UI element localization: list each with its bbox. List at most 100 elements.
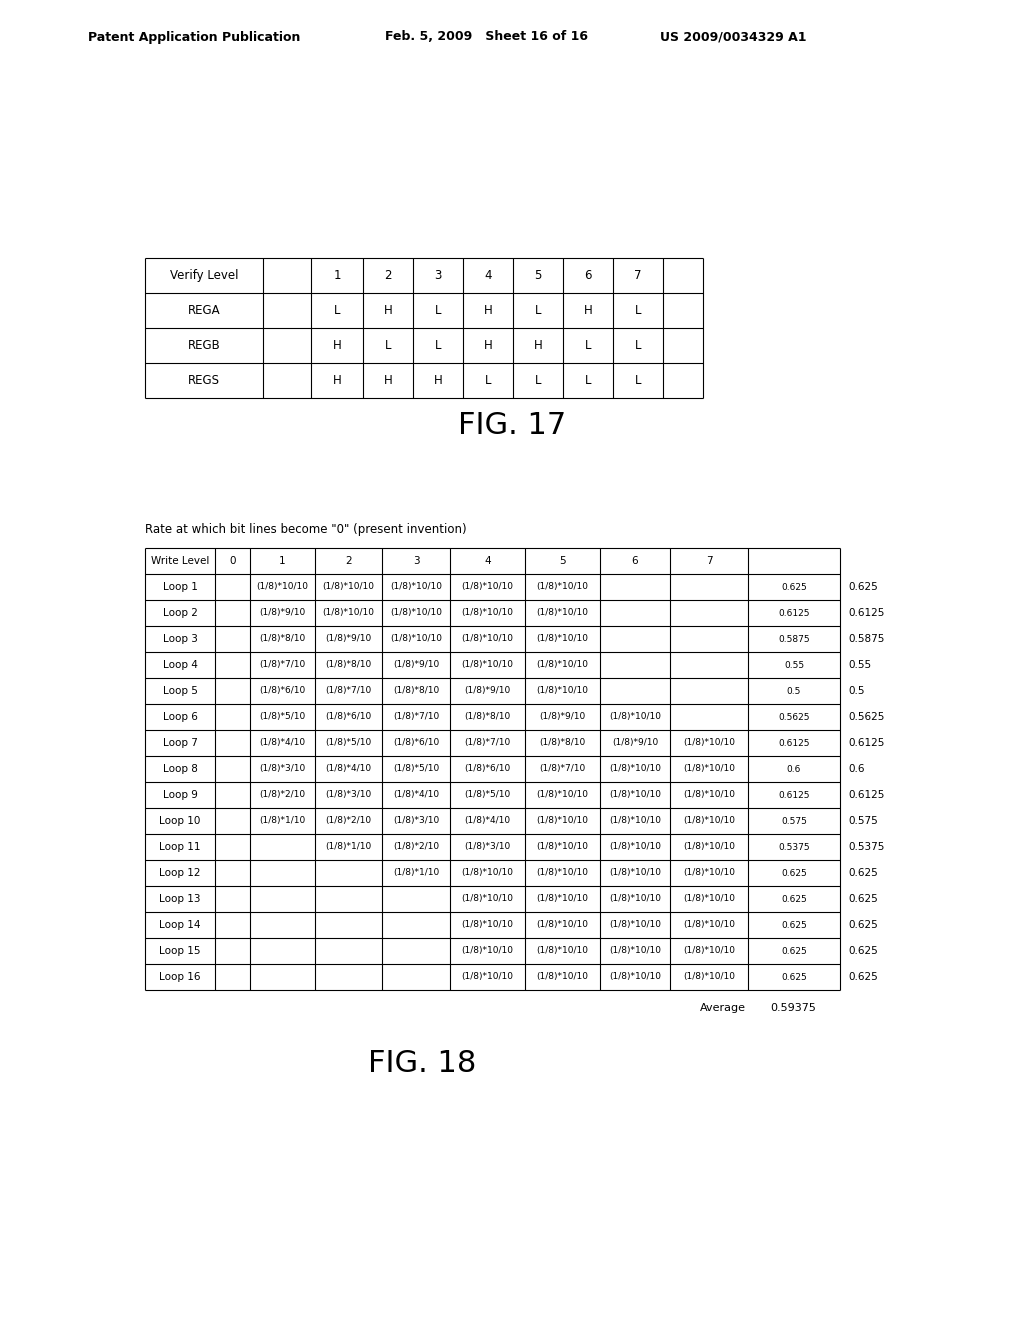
Text: 0.625: 0.625 (781, 920, 807, 929)
Text: 0.5375: 0.5375 (848, 842, 885, 851)
Text: (1/8)*7/10: (1/8)*7/10 (464, 738, 511, 747)
Text: Loop 6: Loop 6 (163, 711, 198, 722)
Text: Average: Average (700, 1003, 746, 1012)
Text: (1/8)*10/10: (1/8)*10/10 (462, 582, 513, 591)
Text: L: L (484, 374, 492, 387)
Text: (1/8)*10/10: (1/8)*10/10 (323, 582, 375, 591)
Text: Rate at which bit lines become "0" (present invention): Rate at which bit lines become "0" (pres… (145, 524, 467, 536)
Text: (1/8)*10/10: (1/8)*10/10 (390, 582, 442, 591)
Text: (1/8)*10/10: (1/8)*10/10 (462, 660, 513, 669)
Text: 0.625: 0.625 (781, 946, 807, 956)
Text: H: H (333, 339, 341, 352)
Text: (1/8)*9/10: (1/8)*9/10 (393, 660, 439, 669)
Text: (1/8)*10/10: (1/8)*10/10 (683, 973, 735, 982)
Text: (1/8)*10/10: (1/8)*10/10 (609, 920, 662, 929)
Text: (1/8)*10/10: (1/8)*10/10 (537, 660, 589, 669)
Text: 0.5875: 0.5875 (848, 634, 885, 644)
Text: Loop 11: Loop 11 (160, 842, 201, 851)
Text: 3: 3 (413, 556, 419, 566)
Text: (1/8)*10/10: (1/8)*10/10 (609, 713, 662, 722)
Text: (1/8)*10/10: (1/8)*10/10 (537, 920, 589, 929)
Text: (1/8)*10/10: (1/8)*10/10 (323, 609, 375, 618)
Text: (1/8)*7/10: (1/8)*7/10 (326, 686, 372, 696)
Text: L: L (535, 304, 542, 317)
Text: 0: 0 (229, 556, 236, 566)
Text: (1/8)*10/10: (1/8)*10/10 (683, 842, 735, 851)
Text: H: H (333, 374, 341, 387)
Text: H: H (384, 374, 392, 387)
Text: (1/8)*10/10: (1/8)*10/10 (462, 609, 513, 618)
Text: 6: 6 (585, 269, 592, 282)
Text: US 2009/0034329 A1: US 2009/0034329 A1 (660, 30, 807, 44)
Text: Verify Level: Verify Level (170, 269, 239, 282)
Text: (1/8)*6/10: (1/8)*6/10 (464, 764, 511, 774)
Text: 0.6125: 0.6125 (778, 791, 810, 800)
Text: (1/8)*10/10: (1/8)*10/10 (537, 791, 589, 800)
Text: 0.6125: 0.6125 (778, 609, 810, 618)
Text: (1/8)*8/10: (1/8)*8/10 (540, 738, 586, 747)
Text: (1/8)*5/10: (1/8)*5/10 (326, 738, 372, 747)
Text: Loop 9: Loop 9 (163, 789, 198, 800)
Text: (1/8)*10/10: (1/8)*10/10 (609, 842, 662, 851)
Text: 0.5: 0.5 (786, 686, 801, 696)
Text: (1/8)*10/10: (1/8)*10/10 (256, 582, 308, 591)
Text: 5: 5 (535, 269, 542, 282)
Text: (1/8)*4/10: (1/8)*4/10 (259, 738, 305, 747)
Text: 0.5375: 0.5375 (778, 842, 810, 851)
Text: Loop 16: Loop 16 (160, 972, 201, 982)
Text: Loop 2: Loop 2 (163, 609, 198, 618)
Text: (1/8)*4/10: (1/8)*4/10 (326, 764, 372, 774)
Text: H: H (433, 374, 442, 387)
Text: (1/8)*9/10: (1/8)*9/10 (540, 713, 586, 722)
Text: (1/8)*10/10: (1/8)*10/10 (537, 635, 589, 644)
Text: (1/8)*10/10: (1/8)*10/10 (609, 764, 662, 774)
Text: 0.625: 0.625 (781, 869, 807, 878)
Text: (1/8)*10/10: (1/8)*10/10 (683, 946, 735, 956)
Text: 0.625: 0.625 (781, 582, 807, 591)
Text: (1/8)*6/10: (1/8)*6/10 (393, 738, 439, 747)
Text: (1/8)*10/10: (1/8)*10/10 (462, 635, 513, 644)
Text: 0.625: 0.625 (848, 920, 878, 931)
Text: (1/8)*8/10: (1/8)*8/10 (464, 713, 511, 722)
Text: (1/8)*10/10: (1/8)*10/10 (537, 817, 589, 825)
Text: (1/8)*5/10: (1/8)*5/10 (259, 713, 305, 722)
Text: Patent Application Publication: Patent Application Publication (88, 30, 300, 44)
Text: (1/8)*4/10: (1/8)*4/10 (465, 817, 511, 825)
Text: 0.5875: 0.5875 (778, 635, 810, 644)
Text: (1/8)*4/10: (1/8)*4/10 (393, 791, 439, 800)
Text: (1/8)*10/10: (1/8)*10/10 (462, 946, 513, 956)
Text: REGS: REGS (188, 374, 220, 387)
Text: 0.575: 0.575 (781, 817, 807, 825)
Text: 0.575: 0.575 (848, 816, 878, 826)
Text: (1/8)*3/10: (1/8)*3/10 (326, 791, 372, 800)
Text: (1/8)*7/10: (1/8)*7/10 (540, 764, 586, 774)
Text: (1/8)*9/10: (1/8)*9/10 (326, 635, 372, 644)
Text: 1: 1 (333, 269, 341, 282)
Text: (1/8)*10/10: (1/8)*10/10 (537, 895, 589, 903)
Text: (1/8)*10/10: (1/8)*10/10 (609, 791, 662, 800)
Text: (1/8)*10/10: (1/8)*10/10 (537, 609, 589, 618)
Text: 1: 1 (280, 556, 286, 566)
Text: 2: 2 (345, 556, 352, 566)
Text: (1/8)*5/10: (1/8)*5/10 (464, 791, 511, 800)
Text: (1/8)*10/10: (1/8)*10/10 (537, 973, 589, 982)
Text: (1/8)*10/10: (1/8)*10/10 (462, 895, 513, 903)
Text: 0.625: 0.625 (781, 895, 807, 903)
Text: 2: 2 (384, 269, 392, 282)
Text: (1/8)*10/10: (1/8)*10/10 (537, 582, 589, 591)
Text: REGA: REGA (187, 304, 220, 317)
Text: (1/8)*2/10: (1/8)*2/10 (259, 791, 305, 800)
Text: (1/8)*1/10: (1/8)*1/10 (259, 817, 305, 825)
Text: (1/8)*2/10: (1/8)*2/10 (393, 842, 439, 851)
Text: (1/8)*9/10: (1/8)*9/10 (612, 738, 658, 747)
Text: (1/8)*10/10: (1/8)*10/10 (683, 764, 735, 774)
Text: (1/8)*1/10: (1/8)*1/10 (393, 869, 439, 878)
Text: 4: 4 (484, 269, 492, 282)
Text: (1/8)*10/10: (1/8)*10/10 (537, 869, 589, 878)
Text: Feb. 5, 2009   Sheet 16 of 16: Feb. 5, 2009 Sheet 16 of 16 (385, 30, 588, 44)
Text: L: L (635, 304, 641, 317)
Text: Write Level: Write Level (151, 556, 209, 566)
Text: L: L (635, 339, 641, 352)
Text: 7: 7 (706, 556, 713, 566)
Text: REGB: REGB (187, 339, 220, 352)
